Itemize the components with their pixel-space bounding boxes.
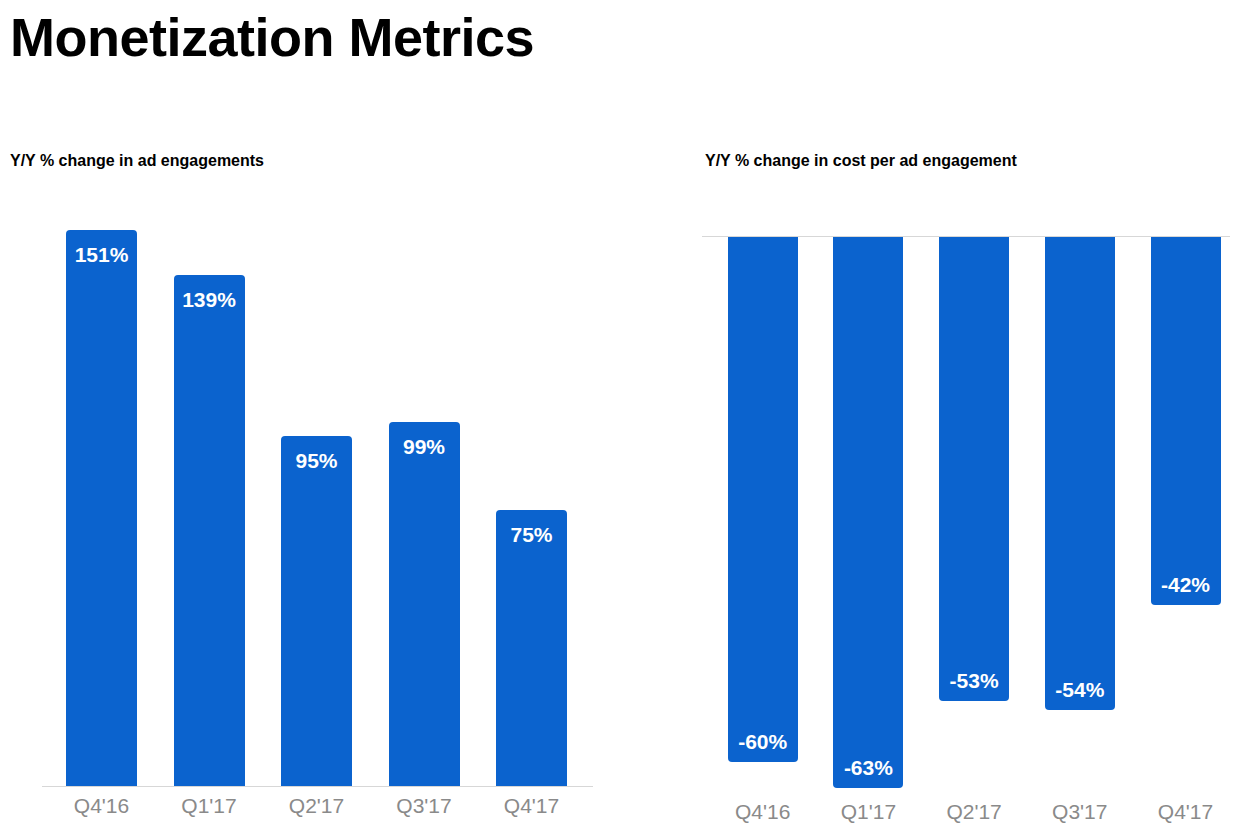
x-tick-label: Q2'17 <box>272 794 362 817</box>
bar-Q2-17: -53% <box>939 237 1009 701</box>
bar-value-label: 99% <box>389 436 460 457</box>
plot-ad-engagements: 151%Q4'16139%Q1'1795%Q2'1799%Q3'1775%Q4'… <box>42 200 593 787</box>
bar-Q3-17: 99% <box>389 422 460 786</box>
plot-cost-per-ad-engagement: -60% Q4'16 -63% Q1'17 -53% Q2'17 -54% Q3'17 -42%… <box>702 236 1230 827</box>
bar-Q4-17: -42% <box>1151 237 1221 605</box>
bar-Q2-17: 95% <box>281 436 352 786</box>
bar-value-label: 95% <box>281 450 352 471</box>
x-tick-label: Q4'16 <box>57 794 147 817</box>
bar-value-label: -60% <box>728 731 798 752</box>
bar-Q4-16: 151% <box>66 230 137 786</box>
bar-Q3-17: -54% <box>1045 237 1115 710</box>
bar-Q1-17: -63% <box>833 237 903 788</box>
bar-Q1-17: 139% <box>174 275 245 787</box>
slide-monetization-metrics: Monetization Metrics Y/Y % change in ad … <box>0 0 1237 827</box>
bar-value-label: -42% <box>1151 574 1221 595</box>
bar-value-label: 139% <box>174 289 245 310</box>
bar-value-label: -53% <box>939 670 1009 691</box>
bar-value-label: 151% <box>66 244 137 265</box>
bar-Q4-17: 75% <box>496 510 567 786</box>
x-tick-label: Q4'16 <box>718 800 808 823</box>
bar-value-label: -54% <box>1045 679 1115 700</box>
bar-Q4-16: -60% <box>728 237 798 762</box>
x-tick-label: Q1'17 <box>164 794 254 817</box>
x-tick-label: Q4'17 <box>1141 800 1231 823</box>
x-tick-label: Q4'17 <box>487 794 577 817</box>
chart-title-cost-per-ad-engagement: Y/Y % change in cost per ad engagement <box>705 151 1017 171</box>
x-tick-label: Q1'17 <box>823 800 913 823</box>
x-tick-label: Q3'17 <box>1035 800 1125 823</box>
x-tick-label: Q2'17 <box>929 800 1019 823</box>
bar-value-label: 75% <box>496 524 567 545</box>
chart-title-ad-engagements: Y/Y % change in ad engagements <box>10 151 264 171</box>
x-tick-label: Q3'17 <box>379 794 469 817</box>
bar-value-label: -63% <box>833 757 903 778</box>
page-title: Monetization Metrics <box>10 10 534 64</box>
